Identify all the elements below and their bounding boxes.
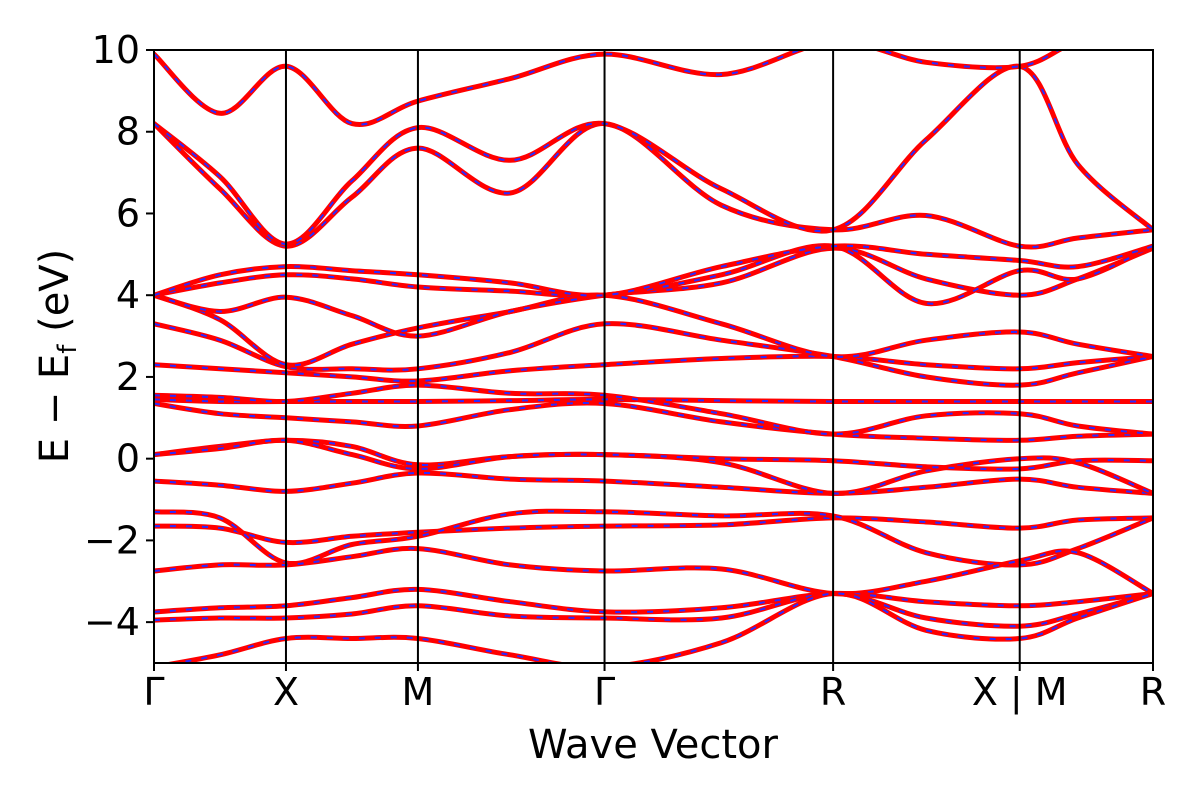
plot-frame	[153, 49, 1154, 664]
band-line-wannier	[154, 384, 1153, 436]
y-tick-label: 0	[116, 437, 140, 481]
y-tick-label: 6	[116, 191, 140, 235]
band-line-wannier	[154, 516, 1153, 544]
y-axis-label: E − Ef (eV)	[32, 249, 83, 464]
y-tick-label: −4	[84, 600, 140, 644]
band-line-dft	[154, 508, 1153, 568]
y-axis-label-base: E − E	[32, 354, 78, 464]
y-tick-label: 10	[92, 28, 140, 72]
band-line-dft	[154, 400, 1153, 443]
high-symmetry-lines	[284, 50, 1021, 663]
y-tick-label: 8	[116, 110, 140, 154]
band-line-wannier	[154, 592, 1153, 628]
band-line-wannier	[154, 122, 1153, 249]
y-axis-label-suffix: (eV)	[32, 249, 78, 345]
y-tick-label: −2	[84, 518, 140, 562]
band-line-dft	[154, 121, 1153, 250]
x-tick-label: M	[402, 670, 435, 714]
band-line-wannier	[154, 588, 1153, 614]
y-axis-label-subscript: f	[53, 344, 83, 354]
band-line-dft	[162, 590, 1153, 663]
x-tick-label: R	[820, 670, 846, 714]
x-axis-ticks: Γ X M Γ R X | M R	[143, 663, 1166, 715]
band-line-dft	[154, 586, 1153, 615]
band-line-dft	[154, 545, 1153, 597]
band-line-wannier	[154, 65, 1153, 246]
y-axis-ticks: 10 8 6 4 2 0 −2 −4	[84, 28, 154, 644]
x-tick-label: Γ	[143, 670, 164, 714]
x-tick-label: X | M	[972, 670, 1068, 715]
x-tick-label: Γ	[594, 670, 615, 714]
band-line-dft	[154, 63, 1153, 247]
band-line-wannier	[154, 244, 1153, 297]
band-line-dft	[154, 437, 1153, 472]
x-axis-label: Wave Vector	[528, 722, 779, 768]
band-line-wannier	[154, 510, 1153, 566]
band-line-wannier	[154, 355, 1153, 383]
y-tick-label: 2	[116, 355, 140, 399]
band-line-wannier	[154, 471, 1153, 495]
x-tick-label: R	[1140, 670, 1166, 714]
band-line-wannier	[154, 50, 1061, 126]
band-lines	[154, 50, 1153, 663]
x-tick-label: X	[273, 670, 299, 714]
y-tick-label: 4	[116, 273, 140, 317]
band-line-dft	[154, 515, 1153, 546]
